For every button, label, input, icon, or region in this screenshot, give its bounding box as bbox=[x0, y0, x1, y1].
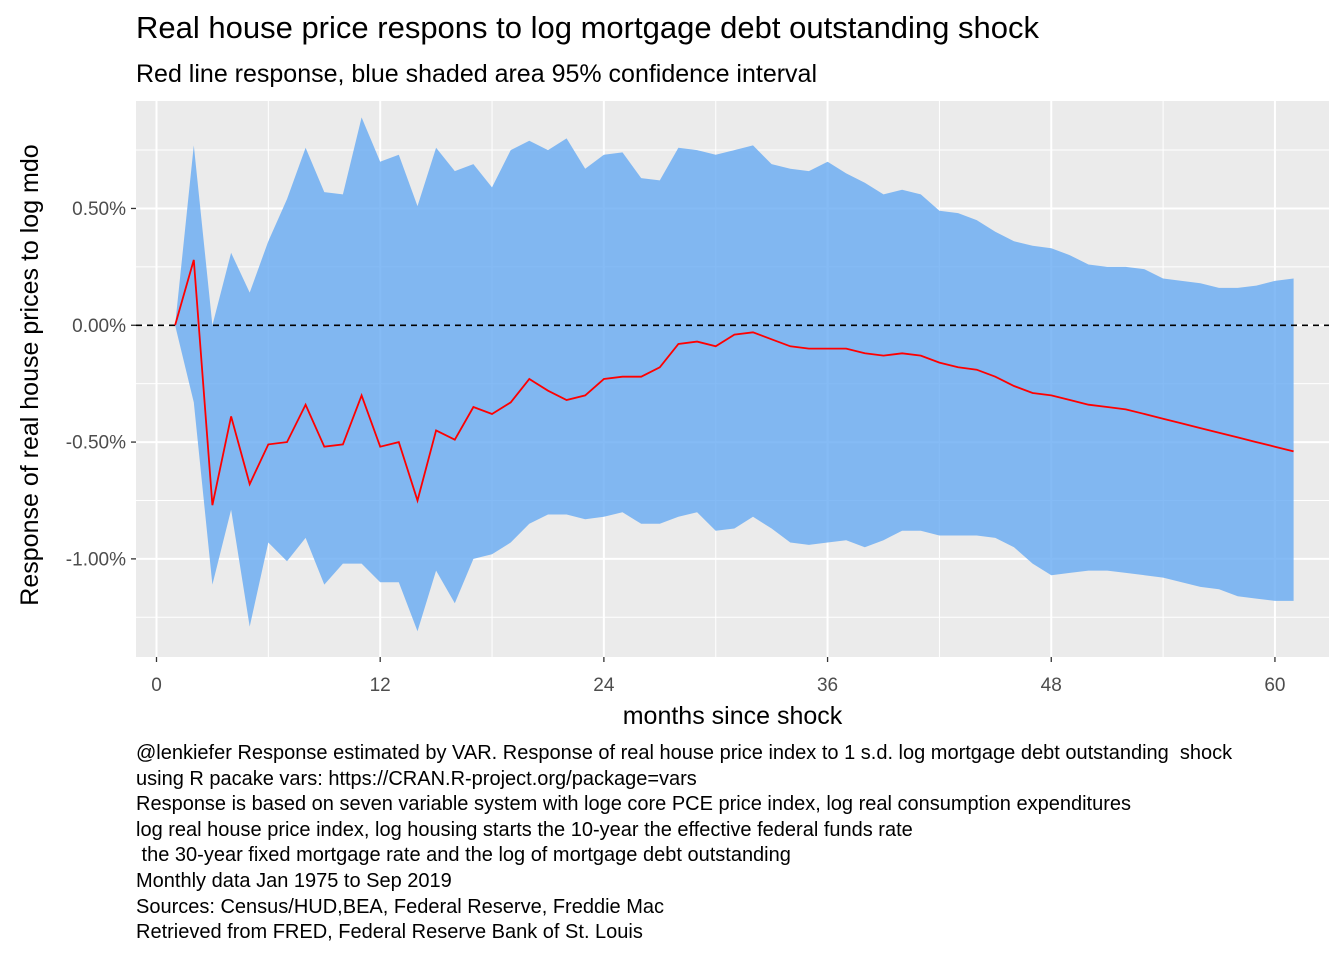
x-tick-label: 48 bbox=[1041, 675, 1062, 696]
caption-line: Retrieved from FRED, Federal Reserve Ban… bbox=[136, 921, 643, 944]
caption-line: Monthly data Jan 1975 to Sep 2019 bbox=[136, 869, 452, 892]
caption-line: using R pacake vars: https://CRAN.R-proj… bbox=[136, 767, 697, 790]
y-axis-title: Response of real house prices to log mdo bbox=[16, 144, 44, 605]
chart-subtitle: Red line response, blue shaded area 95% … bbox=[136, 60, 818, 88]
y-tick-label: -1.00% bbox=[66, 549, 126, 570]
confidence-ribbon bbox=[175, 117, 1294, 632]
response-line bbox=[174, 259, 1294, 506]
x-tick-label: 24 bbox=[593, 675, 615, 696]
y-tick-label: 0.00% bbox=[72, 316, 126, 337]
y-tick-label: 0.50% bbox=[72, 199, 126, 220]
x-tick-label: 0 bbox=[151, 675, 162, 696]
y-axis: 0.50% 0.00% -0.50% -1.00% bbox=[66, 199, 136, 570]
x-axis-title: months since shock bbox=[623, 702, 843, 730]
caption: @lenkiefer Response estimated by VAR. Re… bbox=[136, 741, 1232, 946]
x-tick-label: 12 bbox=[370, 675, 391, 696]
chart-title: Real house price respons to log mortgage… bbox=[136, 10, 1040, 45]
caption-line: log real house price index, log housing … bbox=[136, 818, 913, 841]
x-axis: 0 12 24 36 48 60 bbox=[151, 657, 1286, 696]
y-tick-label: -0.50% bbox=[66, 433, 126, 454]
chart-svg: 0.50% 0.00% -0.50% -1.00% 0 12 24 36 48 60 month… bbox=[16, 101, 1329, 730]
caption-line: @lenkiefer Response estimated by VAR. Re… bbox=[136, 742, 1233, 764]
caption-line: Response is based on seven variable syst… bbox=[136, 793, 1131, 816]
x-tick-label: 60 bbox=[1264, 675, 1285, 696]
x-tick-label: 36 bbox=[817, 675, 838, 696]
caption-line: Sources: Census/HUD,BEA, Federal Reserve… bbox=[136, 895, 664, 918]
caption-line: the 30-year fixed mortgage rate and the … bbox=[136, 844, 791, 867]
